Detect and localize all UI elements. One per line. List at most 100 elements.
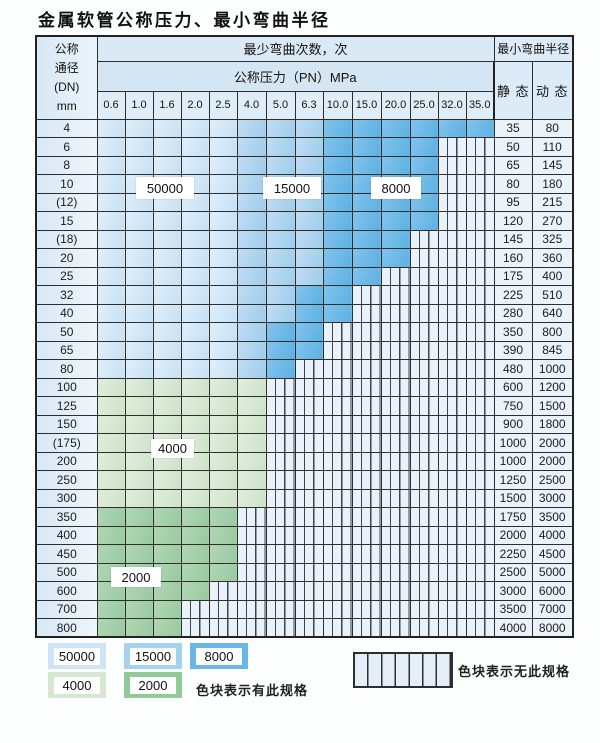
matrix-cell-cycles-50000 (96, 248, 126, 268)
matrix-cell-cycles-8000 (380, 248, 411, 268)
matrix-cell-cycles-15000 (265, 229, 296, 249)
matrix-cell-no-spec-hatched (437, 137, 467, 157)
matrix-cell-no-spec-hatched (437, 285, 467, 305)
matrix-cell-no-spec-hatched (409, 377, 439, 397)
cycles-label-2000: 2000 (111, 567, 161, 587)
matrix-cell-cycles-50000 (208, 266, 238, 286)
matrix-cell-cycles-8000 (265, 322, 296, 342)
matrix-cell-no-spec-hatched (265, 562, 296, 582)
static-radius-cell: 2250 (493, 544, 533, 564)
matrix-cell-cycles-2000 (208, 544, 238, 564)
matrix-cell-cycles-4000 (236, 470, 267, 490)
matrix-cell-no-spec-hatched (208, 581, 238, 601)
matrix-cell-cycles-15000 (294, 229, 324, 249)
dynamic-header: 动 态 (531, 60, 574, 120)
table-row: 300 1500 3000 (35, 488, 574, 508)
matrix-cell-cycles-8000 (322, 248, 353, 268)
dynamic-radius-cell: 3000 (531, 488, 574, 508)
matrix-cell-cycles-15000 (236, 266, 267, 286)
matrix-cell-cycles-50000 (152, 322, 182, 342)
matrix-cell-no-spec-hatched (437, 414, 467, 434)
matrix-cell-no-spec-hatched (265, 377, 296, 397)
table-row: 450 2250 4500 (35, 544, 574, 564)
pressure-value-header: 2.5 (208, 90, 238, 120)
corner-line: 公称 (54, 41, 79, 56)
matrix-cell-cycles-50000 (152, 118, 182, 138)
matrix-cell-cycles-50000 (180, 303, 210, 323)
dynamic-radius-cell: 6000 (531, 581, 574, 601)
matrix-cell-cycles-4000 (124, 488, 154, 508)
cycles-label-15000: 15000 (263, 177, 321, 199)
matrix-cell-cycles-15000 (236, 340, 267, 360)
matrix-cell-cycles-2000 (124, 599, 154, 619)
dynamic-radius-cell: 110 (531, 137, 574, 157)
matrix-cell-no-spec-hatched (351, 507, 382, 527)
matrix-cell-cycles-15000 (265, 248, 296, 268)
static-radius-cell: 50 (493, 137, 533, 157)
matrix-cell-no-spec-hatched (409, 562, 439, 582)
static-radius-cell: 65 (493, 155, 533, 175)
matrix-cell-no-spec-hatched (351, 488, 382, 508)
matrix-cell-cycles-50000 (152, 285, 182, 305)
matrix-cell-no-spec-hatched (236, 599, 267, 619)
matrix-cell-cycles-15000 (236, 229, 267, 249)
matrix-cell-no-spec-hatched (465, 599, 495, 619)
matrix-cell-no-spec-hatched (409, 599, 439, 619)
matrix-cell-no-spec-hatched (465, 211, 495, 231)
matrix-cell-cycles-8000 (322, 211, 353, 231)
static-radius-cell: 900 (493, 414, 533, 434)
matrix-cell-no-spec-hatched (409, 414, 439, 434)
matrix-cell-no-spec-hatched (236, 562, 267, 582)
matrix-cell-no-spec-hatched (409, 285, 439, 305)
matrix-cell-no-spec-hatched (409, 544, 439, 564)
matrix-cell-no-spec-hatched (322, 544, 353, 564)
matrix-cell-no-spec-hatched (380, 544, 411, 564)
matrix-cell-no-spec-hatched (351, 618, 382, 638)
corner-cell: 公称 通径 (DN) mm (35, 35, 98, 120)
matrix-cell-cycles-4000 (236, 377, 267, 397)
matrix-cell-no-spec-hatched (236, 581, 267, 601)
matrix-cell-no-spec-hatched (437, 470, 467, 490)
matrix-cell-cycles-50000 (152, 248, 182, 268)
static-radius-cell: 160 (493, 248, 533, 268)
cycles-label-4000: 4000 (151, 439, 194, 458)
matrix-cell-no-spec-hatched (437, 229, 467, 249)
matrix-cell-cycles-8000 (322, 229, 353, 249)
matrix-cell-no-spec-hatched (409, 229, 439, 249)
matrix-cell-no-spec-hatched (465, 137, 495, 157)
matrix-cell-no-spec-hatched (380, 525, 411, 545)
matrix-cell-cycles-50000 (96, 322, 126, 342)
spec-table: 公称 通径 (DN) mm 最少弯曲次数，次 最小弯曲半径 公称压力（PN）MPa 静… (35, 35, 574, 638)
matrix-cell-no-spec-hatched (322, 599, 353, 619)
legend-no-spec-text: 色块表示无此规格 (458, 664, 571, 679)
pressure-value-header: 25.0 (409, 90, 439, 120)
static-radius-cell: 80 (493, 174, 533, 194)
matrix-cell-no-spec-hatched (265, 581, 296, 601)
matrix-cell-no-spec-hatched (465, 618, 495, 638)
matrix-cell-no-spec-hatched (437, 599, 467, 619)
matrix-cell-cycles-15000 (294, 248, 324, 268)
matrix-cell-cycles-50000 (180, 229, 210, 249)
matrix-cell-cycles-2000 (96, 507, 126, 527)
matrix-cell-cycles-8000 (294, 285, 324, 305)
dn-cell: 4 (35, 118, 98, 138)
table-row: 4 35 80 (35, 118, 574, 138)
matrix-cell-no-spec-hatched (380, 618, 411, 638)
matrix-cell-cycles-50000 (152, 359, 182, 379)
matrix-cell-no-spec-hatched (465, 414, 495, 434)
matrix-cell-cycles-8000 (294, 303, 324, 323)
static-radius-cell: 225 (493, 285, 533, 305)
matrix-cell-cycles-8000 (437, 118, 467, 138)
matrix-cell-no-spec-hatched (409, 470, 439, 490)
legend-swatch-8000: 8000 (190, 643, 248, 669)
matrix-cell-cycles-8000 (380, 137, 411, 157)
matrix-cell-no-spec-hatched (322, 581, 353, 601)
static-header: 静 态 (493, 60, 533, 120)
table-row: 50 350 800 (35, 322, 574, 342)
matrix-cell-cycles-8000 (351, 248, 382, 268)
matrix-cell-no-spec-hatched (437, 562, 467, 582)
dn-cell: 8 (35, 155, 98, 175)
matrix-cell-no-spec-hatched (465, 377, 495, 397)
matrix-cell-no-spec-hatched (294, 377, 324, 397)
dynamic-radius-cell: 1200 (531, 377, 574, 397)
